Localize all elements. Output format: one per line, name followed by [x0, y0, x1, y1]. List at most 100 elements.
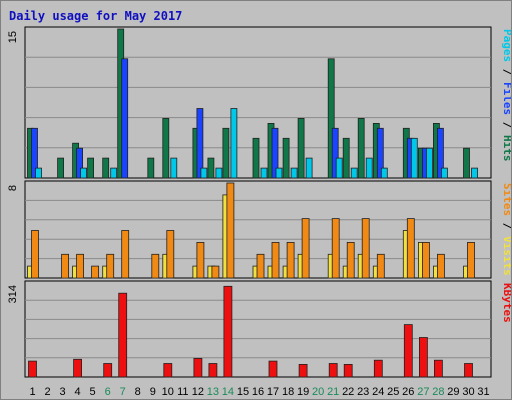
bar-hits-day-19: [297, 118, 305, 179]
bar-kbytes-day-30: [464, 363, 473, 378]
bar-pages-day-10: [170, 157, 178, 179]
panel-top-legend-item-4: Hits: [501, 135, 511, 162]
bar-kbytes-day-13: [208, 363, 218, 378]
bar-hits-day-18: [282, 137, 290, 179]
bar-pages-day-18: [290, 167, 298, 179]
x-tick-label-day-7: 7: [120, 386, 126, 398]
x-tick-label-day-22: 22: [342, 386, 354, 398]
x-tick-label-day-1: 1: [29, 386, 35, 398]
panel-bottom-max-label: 314: [7, 285, 19, 303]
bar-hits-day-22: [342, 137, 350, 179]
panel-top: 15 Pages / Files / Hits: [7, 26, 511, 179]
panel-middle-legend: Sites / Visits: [501, 183, 511, 276]
x-tick-label-day-6: 6: [105, 386, 111, 398]
bar-sites-day-22: [346, 241, 355, 279]
panel-bottom: 314 KBytes: [7, 280, 511, 378]
panel-top-legend-item-1: /: [501, 62, 511, 82]
bar-pages-day-22: [350, 167, 358, 179]
bar-sites-day-23: [361, 218, 370, 279]
bar-kbytes-day-27: [418, 337, 428, 378]
x-tick-label-day-26: 26: [402, 386, 414, 398]
panel-top-legend-item-2: Files: [501, 82, 511, 115]
x-tick-label-day-21: 21: [327, 386, 339, 398]
x-tick-label-day-16: 16: [252, 386, 264, 398]
panel-middle-legend-item-0: Sites: [501, 183, 511, 216]
bar-sites-day-13: [211, 265, 220, 279]
bar-pages-day-26: [410, 137, 418, 179]
x-tick-label-day-5: 5: [90, 386, 96, 398]
panel-middle-legend-item-1: /: [501, 216, 511, 236]
x-tick-label-day-14: 14: [222, 386, 234, 398]
bar-kbytes-day-14: [223, 285, 233, 378]
bar-sites-day-16: [256, 253, 265, 279]
x-tick-label-day-15: 15: [237, 386, 249, 398]
bar-sites-day-3: [61, 253, 69, 279]
bar-files-day-12: [196, 108, 204, 179]
bar-pages-day-17: [275, 167, 283, 179]
x-tick-label-day-13: 13: [207, 386, 219, 398]
bar-pages-day-27: [425, 147, 433, 179]
bar-kbytes-day-12: [193, 357, 203, 378]
bar-pages-day-1: [35, 167, 42, 179]
panel-bottom-plot-area: [24, 280, 492, 378]
bar-pages-day-6: [110, 167, 118, 179]
x-tick-label-day-10: 10: [162, 386, 174, 398]
bar-files-day-1: [31, 127, 38, 179]
bar-kbytes-day-26: [403, 324, 413, 378]
panel-bottom-legend: KBytes: [501, 283, 511, 323]
bar-files-day-21: [331, 127, 339, 179]
bar-pages-day-4: [80, 167, 87, 179]
bar-sites-day-14: [226, 182, 235, 279]
bar-files-day-28: [436, 127, 444, 179]
bar-hits-day-10: [162, 118, 170, 179]
panel-top-max-label: 15: [7, 31, 19, 43]
bar-files-day-4: [76, 147, 83, 179]
bar-sites-day-28: [436, 253, 445, 279]
x-tick-label-day-27: 27: [417, 386, 429, 398]
x-tick-label-day-12: 12: [192, 386, 204, 398]
bar-kbytes-day-7: [118, 292, 128, 378]
bar-sites-day-10: [166, 230, 175, 279]
bar-sites-day-9: [151, 253, 160, 279]
bar-kbytes-day-10: [163, 363, 173, 378]
x-tick-label-day-20: 20: [312, 386, 324, 398]
bar-kbytes-day-28: [433, 359, 443, 378]
bar-sites-day-26: [406, 218, 415, 279]
bar-files-day-7: [121, 58, 129, 179]
x-tick-label-day-2: 2: [44, 386, 50, 398]
bar-hits-day-14: [222, 127, 230, 179]
panel-top-legend-item-0: Pages: [501, 29, 511, 62]
bar-sites-day-17: [271, 241, 280, 279]
x-tick-label-day-29: 29: [447, 386, 459, 398]
bar-pages-day-28: [440, 167, 448, 179]
x-tick-label-day-11: 11: [177, 386, 188, 398]
panel-middle: 8 Sites / Visits: [7, 180, 511, 279]
x-tick-label-day-31: 31: [477, 386, 489, 398]
bar-hits-day-5: [87, 157, 94, 179]
bar-pages-day-21: [335, 157, 343, 179]
bar-pages-day-30: [471, 167, 478, 179]
bar-pages-day-14: [230, 108, 238, 179]
x-tick-label-day-18: 18: [282, 386, 294, 398]
bar-sites-day-24: [376, 253, 385, 279]
bar-hits-day-3: [57, 157, 64, 179]
bar-sites-day-27: [421, 241, 430, 279]
bar-hits-day-30: [463, 147, 470, 179]
x-tick-label-day-9: 9: [150, 386, 156, 398]
bar-hits-day-21: [327, 58, 335, 179]
x-tick-label-day-28: 28: [432, 386, 444, 398]
bar-sites-day-12: [196, 241, 205, 279]
x-tick-label-day-17: 17: [267, 386, 279, 398]
bar-sites-day-19: [301, 218, 310, 279]
bar-sites-day-30: [467, 241, 475, 279]
chart-title: Daily usage for May 2017: [9, 9, 182, 23]
bar-pages-day-23: [365, 157, 373, 179]
x-tick-label-day-24: 24: [372, 386, 384, 398]
x-tick-label-day-19: 19: [297, 386, 309, 398]
bar-hits-day-23: [357, 118, 365, 179]
bar-kbytes-day-6: [103, 363, 113, 378]
x-tick-label-day-25: 25: [387, 386, 399, 398]
panel-middle-max-label: 8: [7, 185, 19, 191]
